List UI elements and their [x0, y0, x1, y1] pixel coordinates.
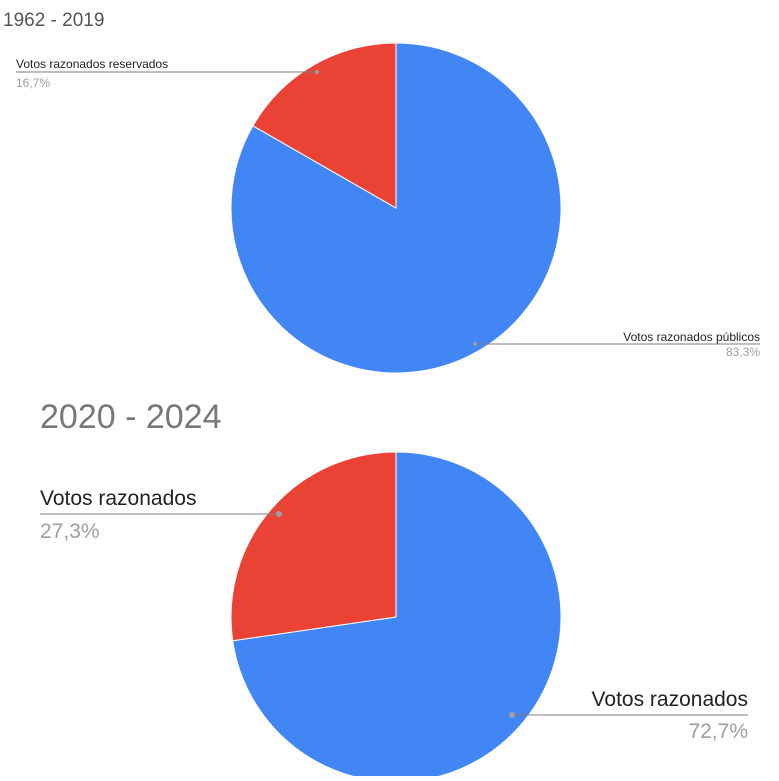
slice-value-label: 27,3%	[40, 520, 100, 543]
slice-value-label: 16,7%	[16, 76, 50, 90]
slice-label: Votos razonados públicos	[623, 330, 760, 344]
pie-chart-2: 2020 - 2024 Votos razonados 72,7% Votos raz…	[40, 398, 748, 781]
leader-dot	[315, 70, 319, 74]
pie-slice[interactable]	[232, 451, 562, 781]
slice-label: Votos razonados reservados	[16, 57, 168, 71]
slice-value-label: 72,7%	[688, 720, 748, 743]
leader-dot	[276, 511, 282, 517]
pie-slice[interactable]	[230, 42, 562, 374]
chart-title: 1962 - 2019	[3, 10, 104, 31]
chart-title: 2020 - 2024	[40, 398, 222, 436]
slice-label: Votos razonados	[40, 487, 196, 510]
pie-chart-1: 1962 - 2019 Votos razonados públicos83,3%…	[3, 10, 760, 374]
slice-label: Votos razonados	[592, 688, 748, 711]
slice-value-label: 83,3%	[726, 345, 760, 359]
pie-slice[interactable]	[252, 42, 397, 209]
leader-dot	[473, 342, 477, 346]
leader-dot	[509, 712, 515, 718]
pie-slice[interactable]	[230, 451, 397, 642]
